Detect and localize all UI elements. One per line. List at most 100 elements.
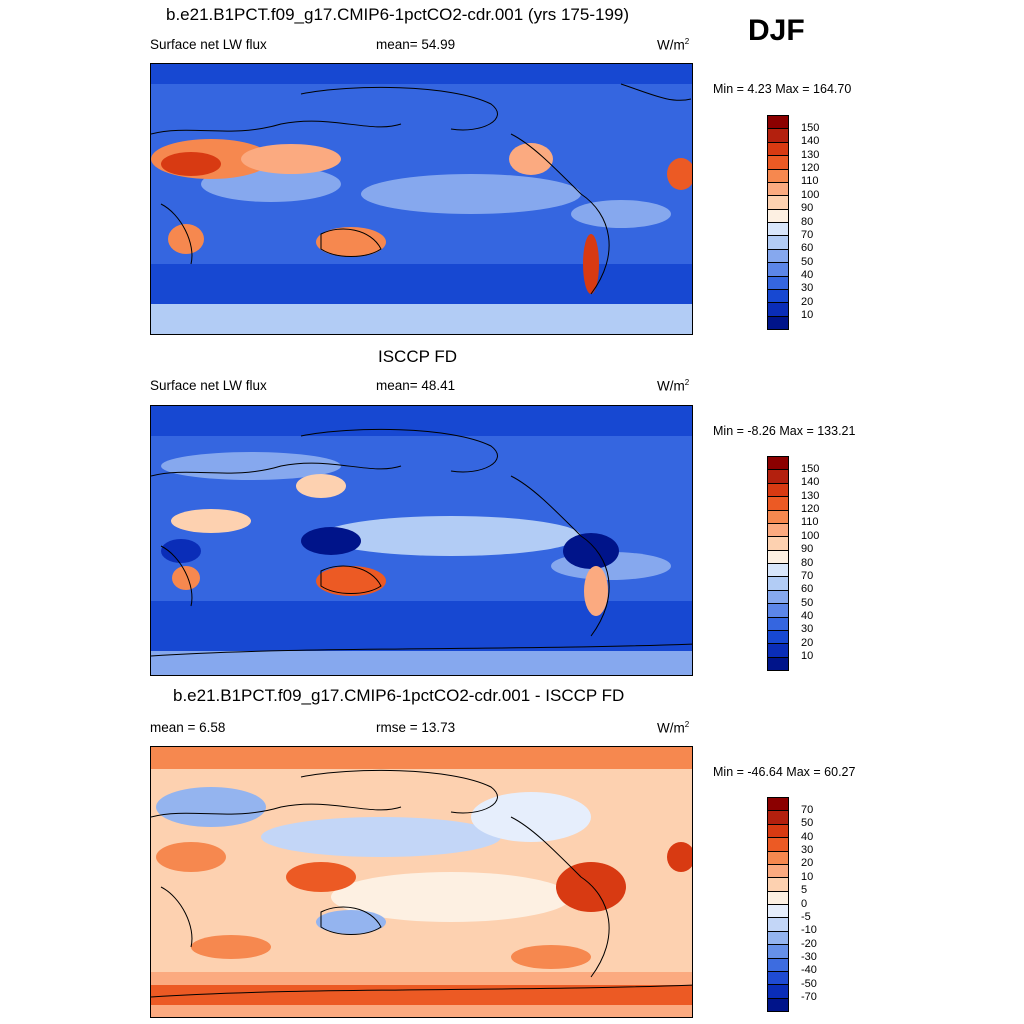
colorbar-tick-label: 100 bbox=[801, 529, 820, 542]
colorbar-swatch bbox=[767, 155, 789, 170]
colorbar-swatch bbox=[767, 576, 789, 591]
colorbar-tick-label: 50 bbox=[801, 596, 814, 609]
colorbar-swatch bbox=[767, 248, 789, 264]
panel3-map-svg bbox=[151, 747, 692, 1017]
colorbar-tick-label: 120 bbox=[801, 503, 820, 515]
colorbar-swatch bbox=[767, 469, 789, 484]
colorbar-tick-label: 40 bbox=[801, 269, 814, 281]
colorbar-swatch bbox=[767, 930, 789, 946]
colorbar-tick-label: 70 bbox=[801, 569, 814, 582]
colorbar-tick-label: 10 bbox=[801, 650, 814, 663]
panel1-mean-label: mean= 54.99 bbox=[376, 37, 456, 52]
colorbar-tick-label: 110 bbox=[801, 175, 819, 188]
colorbar-tick-label: 130 bbox=[801, 489, 820, 502]
colorbar-swatch bbox=[767, 456, 789, 471]
colorbar-swatch bbox=[767, 904, 789, 919]
season-label: DJF bbox=[748, 14, 805, 47]
colorbar-tick-label: 110 bbox=[801, 516, 819, 529]
colorbar-tick-label: 10 bbox=[801, 870, 814, 883]
colorbar-tick-label: 30 bbox=[801, 282, 814, 295]
colorbar-swatch bbox=[767, 288, 789, 304]
colorbar-tick-label: 10 bbox=[801, 309, 814, 322]
colorbar-swatch bbox=[767, 222, 789, 237]
colorbar-swatch bbox=[767, 302, 789, 317]
colorbar-tick-label: 50 bbox=[801, 817, 814, 830]
colorbar-tick-label: -50 bbox=[801, 977, 817, 990]
colorbar-tick-label: -5 bbox=[801, 910, 811, 923]
panel2-title: ISCCP FD bbox=[378, 347, 458, 366]
colorbar-tick-label: -10 bbox=[801, 924, 817, 937]
colorbar-swatch bbox=[767, 616, 789, 631]
colorbar-swatch bbox=[767, 549, 789, 564]
colorbar-swatch bbox=[767, 656, 789, 671]
colorbar-tick-label: 0 bbox=[801, 897, 808, 910]
colorbar-tick-label: 90 bbox=[801, 543, 814, 556]
colorbar-swatch bbox=[767, 603, 789, 618]
colorbar-swatch bbox=[767, 128, 789, 143]
colorbar-swatch bbox=[767, 837, 789, 852]
colorbar-tick-label: 120 bbox=[801, 162, 820, 174]
colorbar-tick-label: 90 bbox=[801, 202, 814, 215]
colorbar-tick-label: 50 bbox=[801, 255, 814, 268]
colorbar-swatch bbox=[767, 890, 789, 905]
panel3-title: b.e21.B1PCT.f09_g17.CMIP6-1pctCO2-cdr.00… bbox=[173, 686, 625, 705]
colorbar-swatch bbox=[767, 509, 789, 524]
panel2-map bbox=[150, 405, 693, 676]
panel2-units-label: W/m2 bbox=[657, 378, 690, 394]
panel3-map bbox=[150, 746, 693, 1018]
colorbar-swatch bbox=[767, 944, 789, 959]
colorbar-tick-label: 40 bbox=[801, 830, 814, 843]
colorbar-swatch bbox=[767, 823, 789, 839]
colorbar-tick-label: 70 bbox=[801, 803, 814, 816]
colorbar-swatch bbox=[767, 917, 789, 932]
colorbar-tick-label: 40 bbox=[801, 610, 814, 622]
colorbar-tick-label: 20 bbox=[801, 636, 814, 649]
panel3-units-label: W/m2 bbox=[657, 720, 690, 736]
colorbar-swatch bbox=[767, 522, 789, 538]
colorbar-tick-label: 60 bbox=[801, 583, 814, 596]
colorbar-tick-label: 30 bbox=[801, 623, 814, 636]
colorbar-tick-label: -70 bbox=[801, 991, 817, 1004]
colorbar-tick-label: -20 bbox=[801, 937, 817, 950]
colorbar-tick-label: -30 bbox=[801, 951, 817, 963]
panel3-rmse-label: rmse = 13.73 bbox=[376, 720, 456, 735]
colorbar-tick-label: 150 bbox=[801, 121, 820, 134]
panel3-colorbar: 70 50 40 30 20 10 5 0 -5 -10 -20 -30 -40 -50 -70 bbox=[767, 797, 827, 1012]
colorbar-swatch bbox=[767, 195, 789, 210]
colorbar-swatch bbox=[767, 315, 789, 330]
panel2-map-svg bbox=[151, 406, 692, 675]
colorbar-tick-label: 20 bbox=[801, 295, 814, 308]
panel1-map-svg bbox=[151, 64, 692, 334]
colorbar-swatch bbox=[767, 850, 789, 865]
colorbar-tick-label: 140 bbox=[801, 476, 820, 489]
colorbar-swatch bbox=[767, 643, 789, 658]
panel1-map bbox=[150, 63, 693, 335]
colorbar-swatch bbox=[767, 168, 789, 183]
colorbar-swatch bbox=[767, 208, 789, 223]
colorbar-tick-label: 5 bbox=[801, 884, 808, 897]
panel1-minmax-label: Min = 4.23 Max = 164.70 bbox=[713, 82, 852, 96]
colorbar-swatch bbox=[767, 262, 789, 277]
colorbar-tick-label: -40 bbox=[801, 964, 817, 977]
colorbar-tick-label: 80 bbox=[801, 215, 814, 228]
colorbar-tick-label: 30 bbox=[801, 844, 814, 856]
colorbar-tick-label: 80 bbox=[801, 556, 814, 569]
colorbar-swatch bbox=[767, 984, 789, 999]
panel2-field-label: Surface net LW flux bbox=[150, 378, 267, 393]
colorbar-swatch bbox=[767, 589, 789, 605]
colorbar-tick-label: 140 bbox=[801, 135, 820, 148]
colorbar-swatch bbox=[767, 629, 789, 645]
panel1-field-label: Surface net LW flux bbox=[150, 37, 267, 52]
colorbar-swatch bbox=[767, 957, 789, 972]
colorbar-swatch bbox=[767, 115, 789, 130]
panel1-units-label: W/m2 bbox=[657, 37, 690, 53]
colorbar-swatch bbox=[767, 563, 789, 578]
colorbar-swatch bbox=[767, 482, 789, 498]
colorbar-swatch bbox=[767, 141, 789, 157]
colorbar-swatch bbox=[767, 181, 789, 197]
colorbar-swatch bbox=[767, 536, 789, 551]
panel1-colorbar: 150 140 130 120 110 100 90 80 70 60 50 40 30 20 10 bbox=[767, 115, 827, 330]
colorbar-swatch bbox=[767, 970, 789, 986]
colorbar-tick-label: 20 bbox=[801, 857, 814, 870]
colorbar-swatch bbox=[767, 810, 789, 825]
